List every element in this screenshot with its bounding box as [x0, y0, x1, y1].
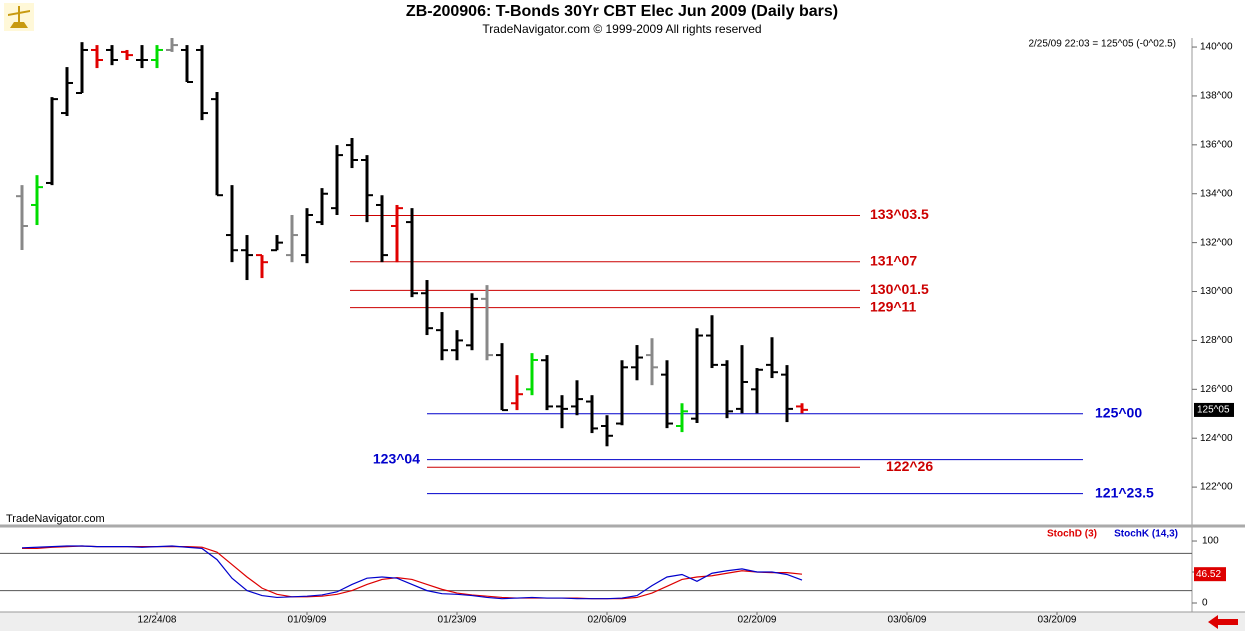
stoch-line: [21, 545, 803, 600]
x-tick-label: 01/23/09: [438, 615, 477, 626]
level-label: 133^03.5: [870, 206, 929, 222]
legend-entry: StochK (14,3): [1114, 529, 1178, 540]
level-label: 125^00: [1095, 404, 1142, 420]
last-price-box: [1194, 402, 1234, 417]
x-tick-label: 03/06/09: [888, 615, 927, 626]
y-tick-label: 128^00: [1200, 335, 1233, 346]
y-tick-label: 136^00: [1200, 139, 1233, 150]
y-tick-label: 130^00: [1200, 286, 1233, 297]
y-tick-label: 100: [1202, 536, 1219, 547]
header: [0, 0, 1245, 38]
x-tick-label: 01/09/09: [288, 615, 327, 626]
y-tick-label: 124^00: [1200, 433, 1233, 444]
y-tick-label: 132^00: [1200, 237, 1233, 248]
level-label: 123^04: [373, 450, 420, 466]
quote-annotation: 2/25/09 22:03 = 125^05 (-0^02.5): [1028, 39, 1176, 50]
x-tick-label: 12/24/08: [138, 615, 177, 626]
watermark: TradeNavigator.com: [6, 513, 105, 525]
chart-subtitle: TradeNavigator.com © 1999-2009 All right…: [482, 22, 761, 36]
x-tick-label: 03/20/09: [1038, 615, 1077, 626]
legend-entry: StochD (3): [1047, 529, 1097, 540]
level-label: 131^07: [870, 252, 917, 268]
level-label: 129^11: [870, 298, 917, 314]
last-value-box: [1194, 567, 1226, 582]
level-label: 122^26: [886, 458, 933, 474]
y-tick-label: 140^00: [1200, 42, 1233, 53]
y-tick-label: 138^00: [1200, 91, 1233, 102]
scroll-arrow[interactable]: [1208, 615, 1238, 629]
level-label: 121^23.5: [1095, 484, 1154, 500]
logo: [4, 3, 34, 31]
level-label: 130^01.5: [870, 281, 929, 297]
x-tick-label: 02/06/09: [588, 615, 627, 626]
y-tick-label: 126^00: [1200, 384, 1233, 395]
logo-shape: [8, 6, 30, 28]
y-tick-label: 122^00: [1200, 482, 1233, 493]
x-tick-label: 02/20/09: [738, 615, 777, 626]
y-tick-label: 0: [1202, 598, 1208, 609]
last-value-label: 46.52: [1196, 569, 1221, 580]
last-price-label: 125^05: [1197, 405, 1230, 416]
y-tick-label: 134^00: [1200, 188, 1233, 199]
chart-title: ZB-200906: T-Bonds 30Yr CBT Elec Jun 200…: [406, 3, 838, 20]
date-strip: [0, 612, 1245, 631]
